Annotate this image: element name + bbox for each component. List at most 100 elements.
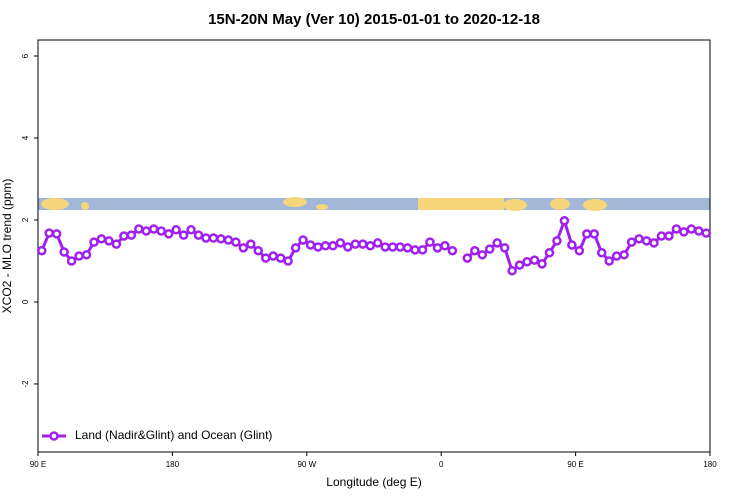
- data-point: [634, 234, 644, 244]
- data-point: [529, 255, 540, 265]
- data-point: [387, 242, 398, 252]
- data-point: [283, 256, 293, 266]
- x-tick-label: 90 E: [567, 460, 583, 469]
- x-tick-label: 180: [166, 460, 180, 469]
- data-point: [253, 245, 264, 256]
- data-point: [537, 259, 547, 269]
- data-point: [470, 245, 480, 256]
- x-tick-label: 0: [439, 460, 444, 469]
- data-point: [275, 253, 286, 263]
- legend-marker: [49, 431, 59, 441]
- data-point: [305, 240, 316, 250]
- data-point: [335, 238, 346, 248]
- data-point: [477, 250, 488, 260]
- data-point: [544, 248, 555, 258]
- data-point: [141, 226, 152, 236]
- data-point: [462, 253, 473, 263]
- x-axis-label: Longitude (deg E): [326, 475, 421, 489]
- data-point: [238, 243, 249, 253]
- y-axis-label: XCO2 - MLO trend (ppm): [0, 179, 14, 314]
- data-point: [268, 251, 278, 261]
- data-point: [701, 228, 712, 238]
- plot-frame: [37, 39, 711, 453]
- data-point: [313, 242, 323, 252]
- data-point: [417, 245, 428, 255]
- chart-title: 15N-20N May (Ver 10) 2015-01-01 to 2020-…: [208, 11, 540, 28]
- data-point: [484, 244, 495, 254]
- data-point: [163, 229, 174, 239]
- data-point: [246, 239, 256, 249]
- data-point: [111, 239, 122, 249]
- x-tick-label: 90 W: [297, 460, 316, 469]
- data-point: [499, 243, 510, 253]
- data-point: [619, 250, 629, 260]
- data-point: [432, 243, 443, 253]
- data-point: [559, 216, 570, 226]
- data-point: [134, 224, 144, 234]
- data-point: [216, 234, 226, 244]
- data-point: [81, 250, 92, 260]
- data-point: [574, 245, 585, 256]
- data-point: [148, 224, 159, 234]
- data-point: [178, 230, 189, 240]
- data-point: [298, 235, 308, 245]
- y-tick-label: 0: [21, 299, 30, 304]
- data-point: [126, 230, 137, 240]
- data-point: [507, 266, 517, 276]
- data-point: [186, 225, 196, 235]
- y-tick-label: 4: [21, 135, 30, 140]
- legend-label: Land (Nadir&Glint) and Ocean (Glint): [75, 428, 272, 442]
- data-point: [365, 241, 376, 251]
- data-point: [686, 224, 697, 234]
- data-point: [328, 241, 338, 251]
- data-point: [656, 231, 667, 241]
- data-point: [343, 242, 353, 252]
- data-point: [96, 234, 107, 244]
- data-point: [171, 225, 181, 235]
- data-point: [589, 229, 600, 239]
- data-point: [522, 257, 532, 267]
- data-point: [492, 238, 502, 248]
- y-tick-label: 6: [21, 53, 30, 58]
- data-point: [193, 230, 204, 240]
- data-point: [51, 229, 62, 239]
- data-point: [611, 251, 622, 261]
- x-tick-label: 90 E: [30, 460, 46, 469]
- data-point: [604, 256, 614, 266]
- y-tick-label: 2: [21, 217, 30, 222]
- data-point: [626, 237, 637, 247]
- y-tick-label: -2: [21, 380, 30, 388]
- data-point: [156, 226, 166, 236]
- data-point: [320, 241, 331, 251]
- data-point: [208, 233, 219, 243]
- data-point: [223, 235, 234, 245]
- data-point: [649, 238, 659, 248]
- data-point: [380, 242, 390, 252]
- data-point: [567, 240, 577, 250]
- data-point: [596, 248, 607, 258]
- data-point: [44, 228, 54, 238]
- data-point: [410, 245, 420, 255]
- data-point: [440, 241, 450, 251]
- data-point: [395, 242, 405, 252]
- data-point: [694, 226, 704, 236]
- data-point: [671, 224, 682, 234]
- data-point: [664, 231, 674, 241]
- data-point: [350, 239, 361, 249]
- data-point: [59, 247, 69, 257]
- data-point: [358, 239, 368, 249]
- data-point: [36, 245, 47, 256]
- data-point: [582, 229, 592, 239]
- x-tick-label: 180: [703, 460, 717, 469]
- data-point: [552, 236, 562, 246]
- data-point: [231, 237, 241, 247]
- data-point: [514, 260, 525, 270]
- data-point: [119, 231, 129, 241]
- data-point: [372, 238, 383, 248]
- map-strip: [38, 197, 710, 211]
- data-point: [89, 237, 99, 247]
- data-point: [201, 233, 211, 243]
- data-point: [425, 237, 435, 247]
- data-point: [260, 253, 271, 263]
- data-point: [290, 243, 301, 253]
